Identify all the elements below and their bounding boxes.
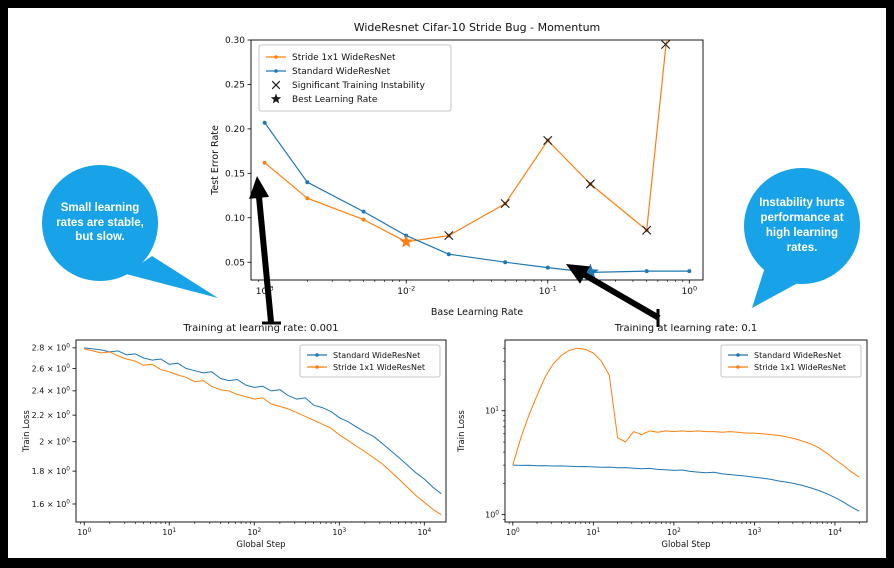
svg-text:2.2 × 100: 2.2 × 100 [32, 411, 71, 420]
bottom-left-chart: Training at learning rate: 0.001 100 101 10… [22, 324, 447, 550]
svg-text:2 × 100: 2 × 100 [39, 437, 70, 446]
bottom-right-chart: Training at learning rate: 0.1 100 101 102 1… [457, 324, 868, 550]
svg-text:Best Learning Rate: Best Learning Rate [292, 95, 378, 105]
svg-text:103: 103 [747, 528, 761, 537]
svg-text:10-2: 10-2 [397, 284, 415, 297]
svg-text:Standard WideResNet: Standard WideResNet [754, 351, 841, 360]
callout-right-text: Instability hurts performance at high le… [759, 197, 845, 254]
svg-text:Training at learning rate: 0.0: Training at learning rate: 0.001 [182, 324, 338, 334]
svg-text:Train Loss: Train Loss [22, 410, 32, 453]
svg-text:100: 100 [506, 528, 520, 537]
svg-text:0.20: 0.20 [225, 125, 245, 135]
svg-text:Train Loss: Train Loss [457, 410, 467, 453]
svg-text:Test Error Rate: Test Error Rate [210, 125, 221, 196]
svg-text:0.10: 0.10 [225, 214, 245, 224]
svg-text:103: 103 [332, 528, 346, 537]
svg-text:102: 102 [247, 528, 261, 537]
svg-text:101: 101 [162, 528, 176, 537]
svg-text:10-3: 10-3 [256, 284, 274, 297]
svg-text:100: 100 [681, 284, 697, 297]
svg-text:2.8 × 100: 2.8 × 100 [32, 343, 71, 352]
svg-text:1.6 × 100: 1.6 × 100 [32, 500, 71, 509]
svg-text:100: 100 [77, 528, 91, 537]
svg-text:0.30: 0.30 [225, 36, 245, 46]
svg-text:0.25: 0.25 [225, 81, 245, 91]
svg-text:0.15: 0.15 [225, 169, 245, 179]
svg-text:Global Step: Global Step [661, 540, 710, 550]
svg-text:1.8 × 100: 1.8 × 100 [32, 467, 71, 476]
svg-text:2.6 × 100: 2.6 × 100 [32, 364, 71, 373]
svg-text:Training at learning rate: 0.1: Training at learning rate: 0.1 [614, 324, 758, 334]
svg-text:104: 104 [417, 528, 431, 537]
svg-text:Global Step: Global Step [236, 540, 285, 550]
svg-text:2.4 × 100: 2.4 × 100 [32, 386, 71, 395]
svg-text:Standard WideResNet: Standard WideResNet [333, 351, 420, 360]
svg-text:Stride 1x1 WideResNet: Stride 1x1 WideResNet [754, 363, 846, 372]
svg-text:Base Learning Rate: Base Learning Rate [431, 307, 523, 318]
callout-right: Instability hurts performance at high le… [744, 168, 860, 284]
svg-text:10-1: 10-1 [539, 284, 557, 297]
svg-text:101: 101 [485, 406, 499, 415]
svg-text:WideResnet Cifar-10 Stride Bug: WideResnet Cifar-10 Stride Bug - Momentu… [354, 21, 601, 34]
svg-text:101: 101 [586, 528, 600, 537]
svg-text:104: 104 [828, 528, 842, 537]
svg-text:0.05: 0.05 [225, 258, 245, 268]
svg-text:Significant Training Instabili: Significant Training Instability [292, 81, 426, 91]
callout-left-text: Small learning rates are stable, but slo… [56, 201, 144, 244]
callout-left: Small learning rates are stable, but slo… [42, 165, 158, 281]
svg-text:Stride 1x1 WideResNet: Stride 1x1 WideResNet [333, 363, 425, 372]
svg-text:100: 100 [485, 510, 499, 519]
svg-text:102: 102 [667, 528, 681, 537]
top-chart: WideResnet Cifar-10 Stride Bug - Momentu… [210, 21, 704, 318]
svg-text:Stride 1x1 WideResNet: Stride 1x1 WideResNet [292, 53, 396, 63]
svg-text:Standard WideResNet: Standard WideResNet [292, 67, 391, 77]
